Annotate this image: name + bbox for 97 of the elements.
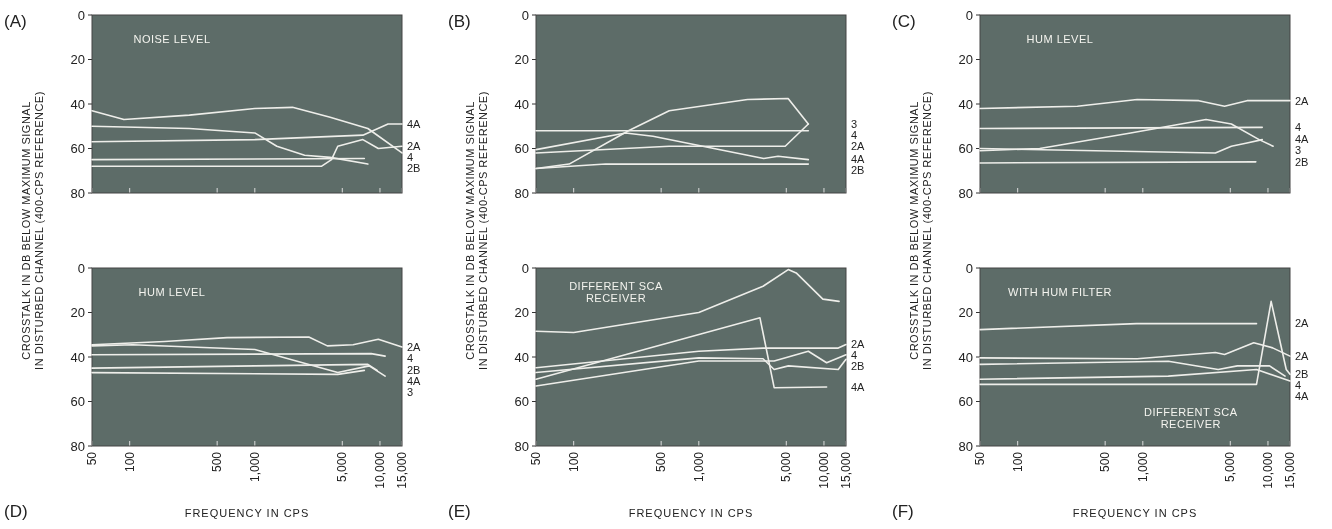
x-axis-title: FREQUENCY IN CPS	[628, 507, 754, 519]
x-tick-label: 15,000	[395, 451, 410, 489]
text: 4	[851, 128, 858, 141]
chart-title: (A)	[4, 12, 27, 31]
y-tick-label: 0	[965, 260, 973, 276]
text: 4A	[1295, 133, 1310, 146]
series-label: 2A	[407, 140, 422, 153]
y-tick-label: 40	[514, 349, 529, 365]
y-tick-label: 20	[958, 305, 973, 321]
y-tick-label: 40	[70, 96, 85, 112]
y-tick-label: 20	[70, 305, 85, 321]
annotation: HUM LEVEL	[138, 285, 206, 298]
y-tick-label: 20	[514, 52, 529, 68]
series-label: 4A	[1295, 390, 1310, 403]
series-label: 4	[407, 151, 414, 164]
annotation: HUM LEVEL	[1026, 32, 1094, 45]
text: 3	[407, 386, 414, 399]
text: 4A	[851, 153, 866, 166]
y-tick-label: 0	[77, 260, 85, 276]
series-label: 3	[1295, 144, 1302, 157]
annotation: NOISE LEVEL	[133, 32, 211, 45]
series-label: 2A	[407, 340, 422, 353]
series-label: 2A	[851, 338, 866, 351]
chart-title: (B)	[448, 12, 471, 31]
x-tick-label: 10,000	[373, 451, 388, 489]
y-tick-label: 40	[70, 349, 85, 365]
y-tick-label: 0	[965, 7, 973, 23]
y-tick-label: 40	[958, 349, 973, 365]
x-tick-label: 500	[654, 451, 669, 473]
text: 4A	[407, 375, 422, 388]
x-axis-title: FREQUENCY IN CPS	[184, 507, 310, 519]
text: 2B	[1295, 155, 1309, 168]
y-tick-label: 60	[70, 141, 85, 157]
series-label: 4	[407, 351, 414, 364]
x-tick-label: 5,000	[779, 451, 794, 483]
y-tick-label: 0	[77, 7, 85, 23]
chart-title: (C)	[892, 12, 916, 31]
x-tick-label: 50	[973, 451, 988, 466]
y-tick-label: 40	[958, 96, 973, 112]
series-label: 2B	[851, 360, 865, 373]
text: 2B	[407, 364, 421, 377]
series-label: 4	[1295, 379, 1302, 392]
text: 2A	[851, 139, 866, 152]
x-tick-label: 15,000	[1283, 451, 1298, 489]
y-tick-label: 60	[514, 394, 529, 410]
x-tick-label: 50	[85, 451, 100, 466]
text: 2A	[1295, 317, 1310, 330]
text: (E)	[448, 502, 471, 521]
text: 3	[851, 117, 858, 130]
x-tick-label: 10,000	[817, 451, 832, 489]
x-tick-label: 100	[122, 451, 137, 473]
x-tick-label: 10,000	[1261, 451, 1276, 489]
y-tick-label: 80	[70, 438, 85, 454]
x-tick-label: 1,000	[692, 451, 707, 483]
y-tick-label: 20	[958, 52, 973, 68]
x-tick-label: 5,000	[1223, 451, 1238, 483]
x-axis-title: FREQUENCY IN CPS	[1072, 507, 1198, 519]
annotation: DIFFERENT SCA RECEIVER	[1143, 405, 1238, 430]
x-tick-label: 100	[566, 451, 581, 473]
y-axis-title: CROSSTALK IN DB BELOW MAXIMUM SIGNAL IN DISTURBED CHANNEL (400-CPS REFERENCE)	[20, 91, 45, 370]
y-tick-label: 40	[514, 96, 529, 112]
y-tick-label: 0	[521, 260, 529, 276]
series-label: 4A	[407, 117, 422, 130]
y-tick-label: 80	[514, 438, 529, 454]
y-tick-label: 20	[70, 52, 85, 68]
text: 2B	[407, 162, 421, 175]
y-tick-label: 60	[70, 394, 85, 410]
annotation: DIFFERENT SCA RECEIVER	[569, 279, 664, 304]
x-tick-label: 5,000	[335, 451, 350, 483]
y-tick-label: 0	[521, 7, 529, 23]
series-label: 4	[851, 349, 858, 362]
text: 4	[1295, 121, 1302, 134]
x-tick-label: 100	[1010, 451, 1025, 473]
y-axis-title: CROSSTALK IN DB BELOW MAXIMUM SIGNAL IN DISTURBED CHANNEL (400-CPS REFERENCE)	[908, 91, 933, 370]
y-tick-label: 60	[958, 394, 973, 410]
text: (D)	[4, 502, 28, 521]
y-tick-label: 80	[70, 185, 85, 201]
y-tick-label: 80	[514, 185, 529, 201]
x-tick-label: 500	[1098, 451, 1113, 473]
series-label: 2B	[1295, 368, 1309, 381]
y-tick-label: 60	[958, 141, 973, 157]
y-tick-label: 20	[514, 305, 529, 321]
x-tick-label: 1,000	[248, 451, 263, 483]
y-tick-label: 80	[958, 438, 973, 454]
x-tick-label: 1,000	[1136, 451, 1151, 483]
y-tick-label: 80	[958, 185, 973, 201]
series-label: 2A	[1295, 94, 1310, 107]
text: 2B	[851, 164, 865, 177]
y-tick-label: 60	[514, 141, 529, 157]
y-axis-title: CROSSTALK IN DB BELOW MAXIMUM SIGNAL IN DISTURBED CHANNEL (400-CPS REFERENCE)	[464, 91, 489, 370]
text: (F)	[892, 502, 914, 521]
annotation: WITH HUM FILTER	[1008, 285, 1112, 298]
x-tick-label: 15,000	[839, 451, 854, 489]
series-label: 2A	[1295, 349, 1310, 362]
text: 4A	[851, 380, 866, 393]
x-tick-label: 50	[529, 451, 544, 466]
x-tick-label: 500	[210, 451, 225, 473]
